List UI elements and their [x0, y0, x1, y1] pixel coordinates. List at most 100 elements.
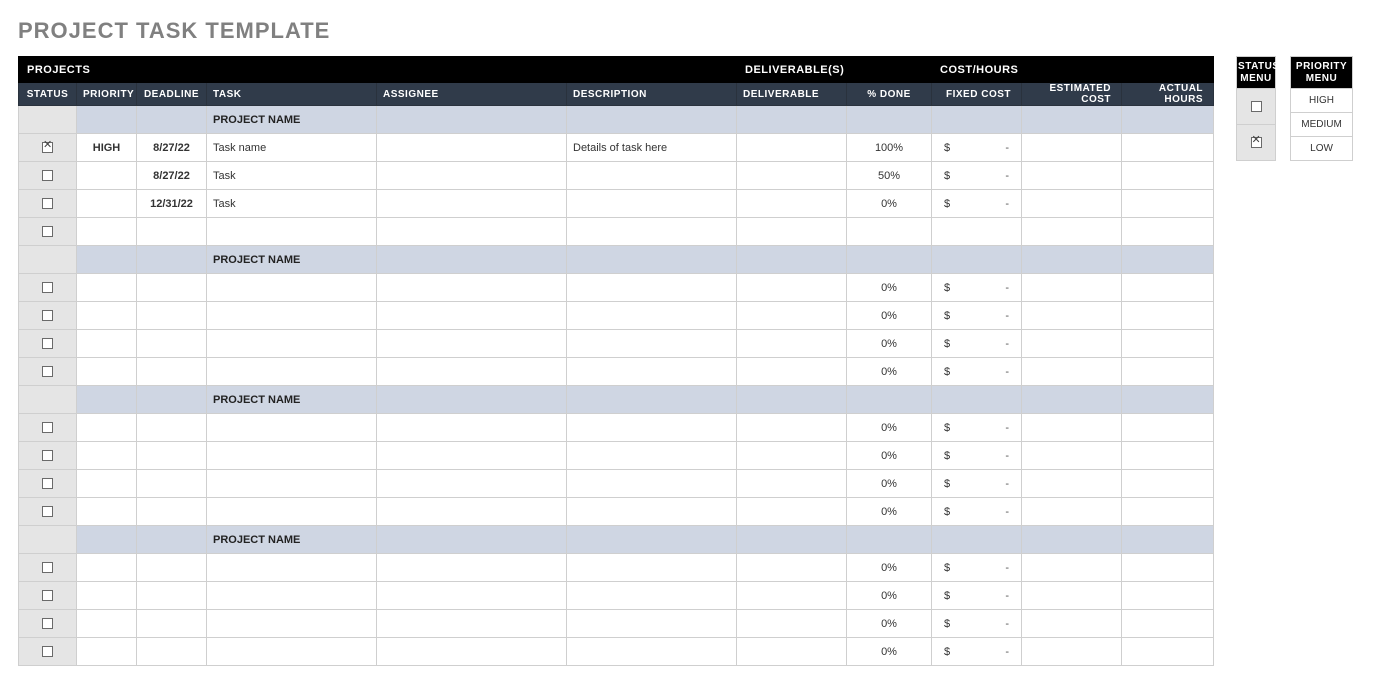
status-checkbox-cell[interactable] — [19, 218, 77, 246]
project-name-cell[interactable] — [137, 246, 207, 274]
project-name-cell[interactable] — [847, 246, 932, 274]
description-cell[interactable] — [567, 470, 737, 498]
description-cell[interactable] — [567, 610, 737, 638]
deliverable-cell[interactable] — [737, 274, 847, 302]
deliverable-cell[interactable] — [737, 554, 847, 582]
pct-done-cell[interactable]: 0% — [847, 190, 932, 218]
actual-hours-cell[interactable] — [1122, 190, 1214, 218]
fixed-cost-cell[interactable]: $- — [932, 134, 1022, 162]
project-name-cell[interactable] — [1122, 526, 1214, 554]
actual-hours-cell[interactable] — [1122, 638, 1214, 666]
deadline-cell[interactable] — [137, 302, 207, 330]
priority-menu-item[interactable]: HIGH — [1291, 89, 1353, 113]
task-cell[interactable] — [207, 610, 377, 638]
actual-hours-cell[interactable] — [1122, 610, 1214, 638]
fixed-cost-cell[interactable]: $- — [932, 638, 1022, 666]
priority-cell[interactable] — [77, 442, 137, 470]
task-cell[interactable] — [207, 302, 377, 330]
status-checkbox[interactable] — [42, 310, 53, 321]
pct-done-cell[interactable]: 100% — [847, 134, 932, 162]
fixed-cost-cell[interactable]: $- — [932, 414, 1022, 442]
estimated-cost-cell[interactable] — [1022, 470, 1122, 498]
estimated-cost-cell[interactable] — [1022, 134, 1122, 162]
project-name-cell[interactable] — [1022, 246, 1122, 274]
deadline-cell[interactable] — [137, 638, 207, 666]
description-cell[interactable] — [567, 498, 737, 526]
status-checkbox[interactable] — [42, 646, 53, 657]
project-name-cell[interactable] — [932, 526, 1022, 554]
description-cell[interactable] — [567, 582, 737, 610]
fixed-cost-cell[interactable]: $- — [932, 302, 1022, 330]
project-name-cell[interactable] — [737, 246, 847, 274]
project-name-cell[interactable] — [137, 386, 207, 414]
status-checkbox[interactable] — [42, 198, 53, 209]
fixed-cost-cell[interactable]: $- — [932, 190, 1022, 218]
status-checkbox-cell[interactable] — [19, 190, 77, 218]
description-cell[interactable] — [567, 442, 737, 470]
assignee-cell[interactable] — [377, 218, 567, 246]
deadline-cell[interactable] — [137, 218, 207, 246]
project-name-cell[interactable] — [137, 106, 207, 134]
priority-cell[interactable] — [77, 610, 137, 638]
status-checkbox-cell[interactable] — [19, 610, 77, 638]
deliverable-cell[interactable] — [737, 134, 847, 162]
status-checkbox[interactable] — [42, 170, 53, 181]
project-name-cell[interactable] — [567, 526, 737, 554]
project-name-cell[interactable] — [77, 106, 137, 134]
priority-cell[interactable] — [77, 638, 137, 666]
estimated-cost-cell[interactable] — [1022, 162, 1122, 190]
actual-hours-cell[interactable] — [1122, 218, 1214, 246]
priority-cell[interactable] — [77, 358, 137, 386]
task-cell[interactable] — [207, 442, 377, 470]
description-cell[interactable] — [567, 358, 737, 386]
estimated-cost-cell[interactable] — [1022, 190, 1122, 218]
estimated-cost-cell[interactable] — [1022, 330, 1122, 358]
status-checkbox[interactable] — [42, 366, 53, 377]
priority-cell[interactable] — [77, 218, 137, 246]
description-cell[interactable] — [567, 414, 737, 442]
estimated-cost-cell[interactable] — [1022, 442, 1122, 470]
assignee-cell[interactable] — [377, 134, 567, 162]
assignee-cell[interactable] — [377, 582, 567, 610]
estimated-cost-cell[interactable] — [1022, 498, 1122, 526]
actual-hours-cell[interactable] — [1122, 442, 1214, 470]
task-cell[interactable]: Task — [207, 162, 377, 190]
fixed-cost-cell[interactable]: $- — [932, 610, 1022, 638]
task-cell[interactable] — [207, 358, 377, 386]
fixed-cost-cell[interactable]: $- — [932, 358, 1022, 386]
description-cell[interactable] — [567, 190, 737, 218]
fixed-cost-cell[interactable]: $- — [932, 470, 1022, 498]
assignee-cell[interactable] — [377, 442, 567, 470]
assignee-cell[interactable] — [377, 414, 567, 442]
assignee-cell[interactable] — [377, 358, 567, 386]
deadline-cell[interactable] — [137, 330, 207, 358]
project-name-cell[interactable] — [737, 526, 847, 554]
deadline-cell[interactable] — [137, 498, 207, 526]
deliverable-cell[interactable] — [737, 358, 847, 386]
task-cell[interactable] — [207, 498, 377, 526]
status-checkbox-cell[interactable] — [19, 638, 77, 666]
project-name-cell[interactable] — [377, 386, 567, 414]
pct-done-cell[interactable]: 50% — [847, 162, 932, 190]
task-cell[interactable] — [207, 414, 377, 442]
estimated-cost-cell[interactable] — [1022, 582, 1122, 610]
pct-done-cell[interactable]: 0% — [847, 330, 932, 358]
assignee-cell[interactable] — [377, 302, 567, 330]
deliverable-cell[interactable] — [737, 302, 847, 330]
actual-hours-cell[interactable] — [1122, 302, 1214, 330]
assignee-cell[interactable] — [377, 190, 567, 218]
pct-done-cell[interactable]: 0% — [847, 610, 932, 638]
deliverable-cell[interactable] — [737, 582, 847, 610]
deadline-cell[interactable] — [137, 470, 207, 498]
deadline-cell[interactable] — [137, 610, 207, 638]
deadline-cell[interactable]: 12/31/22 — [137, 190, 207, 218]
priority-cell[interactable] — [77, 274, 137, 302]
fixed-cost-cell[interactable]: $- — [932, 498, 1022, 526]
task-cell[interactable]: Task name — [207, 134, 377, 162]
project-name-cell[interactable] — [377, 246, 567, 274]
status-checkbox-cell[interactable] — [19, 582, 77, 610]
actual-hours-cell[interactable] — [1122, 274, 1214, 302]
project-name-cell[interactable] — [737, 386, 847, 414]
project-name-cell[interactable] — [19, 246, 77, 274]
deliverable-cell[interactable] — [737, 470, 847, 498]
